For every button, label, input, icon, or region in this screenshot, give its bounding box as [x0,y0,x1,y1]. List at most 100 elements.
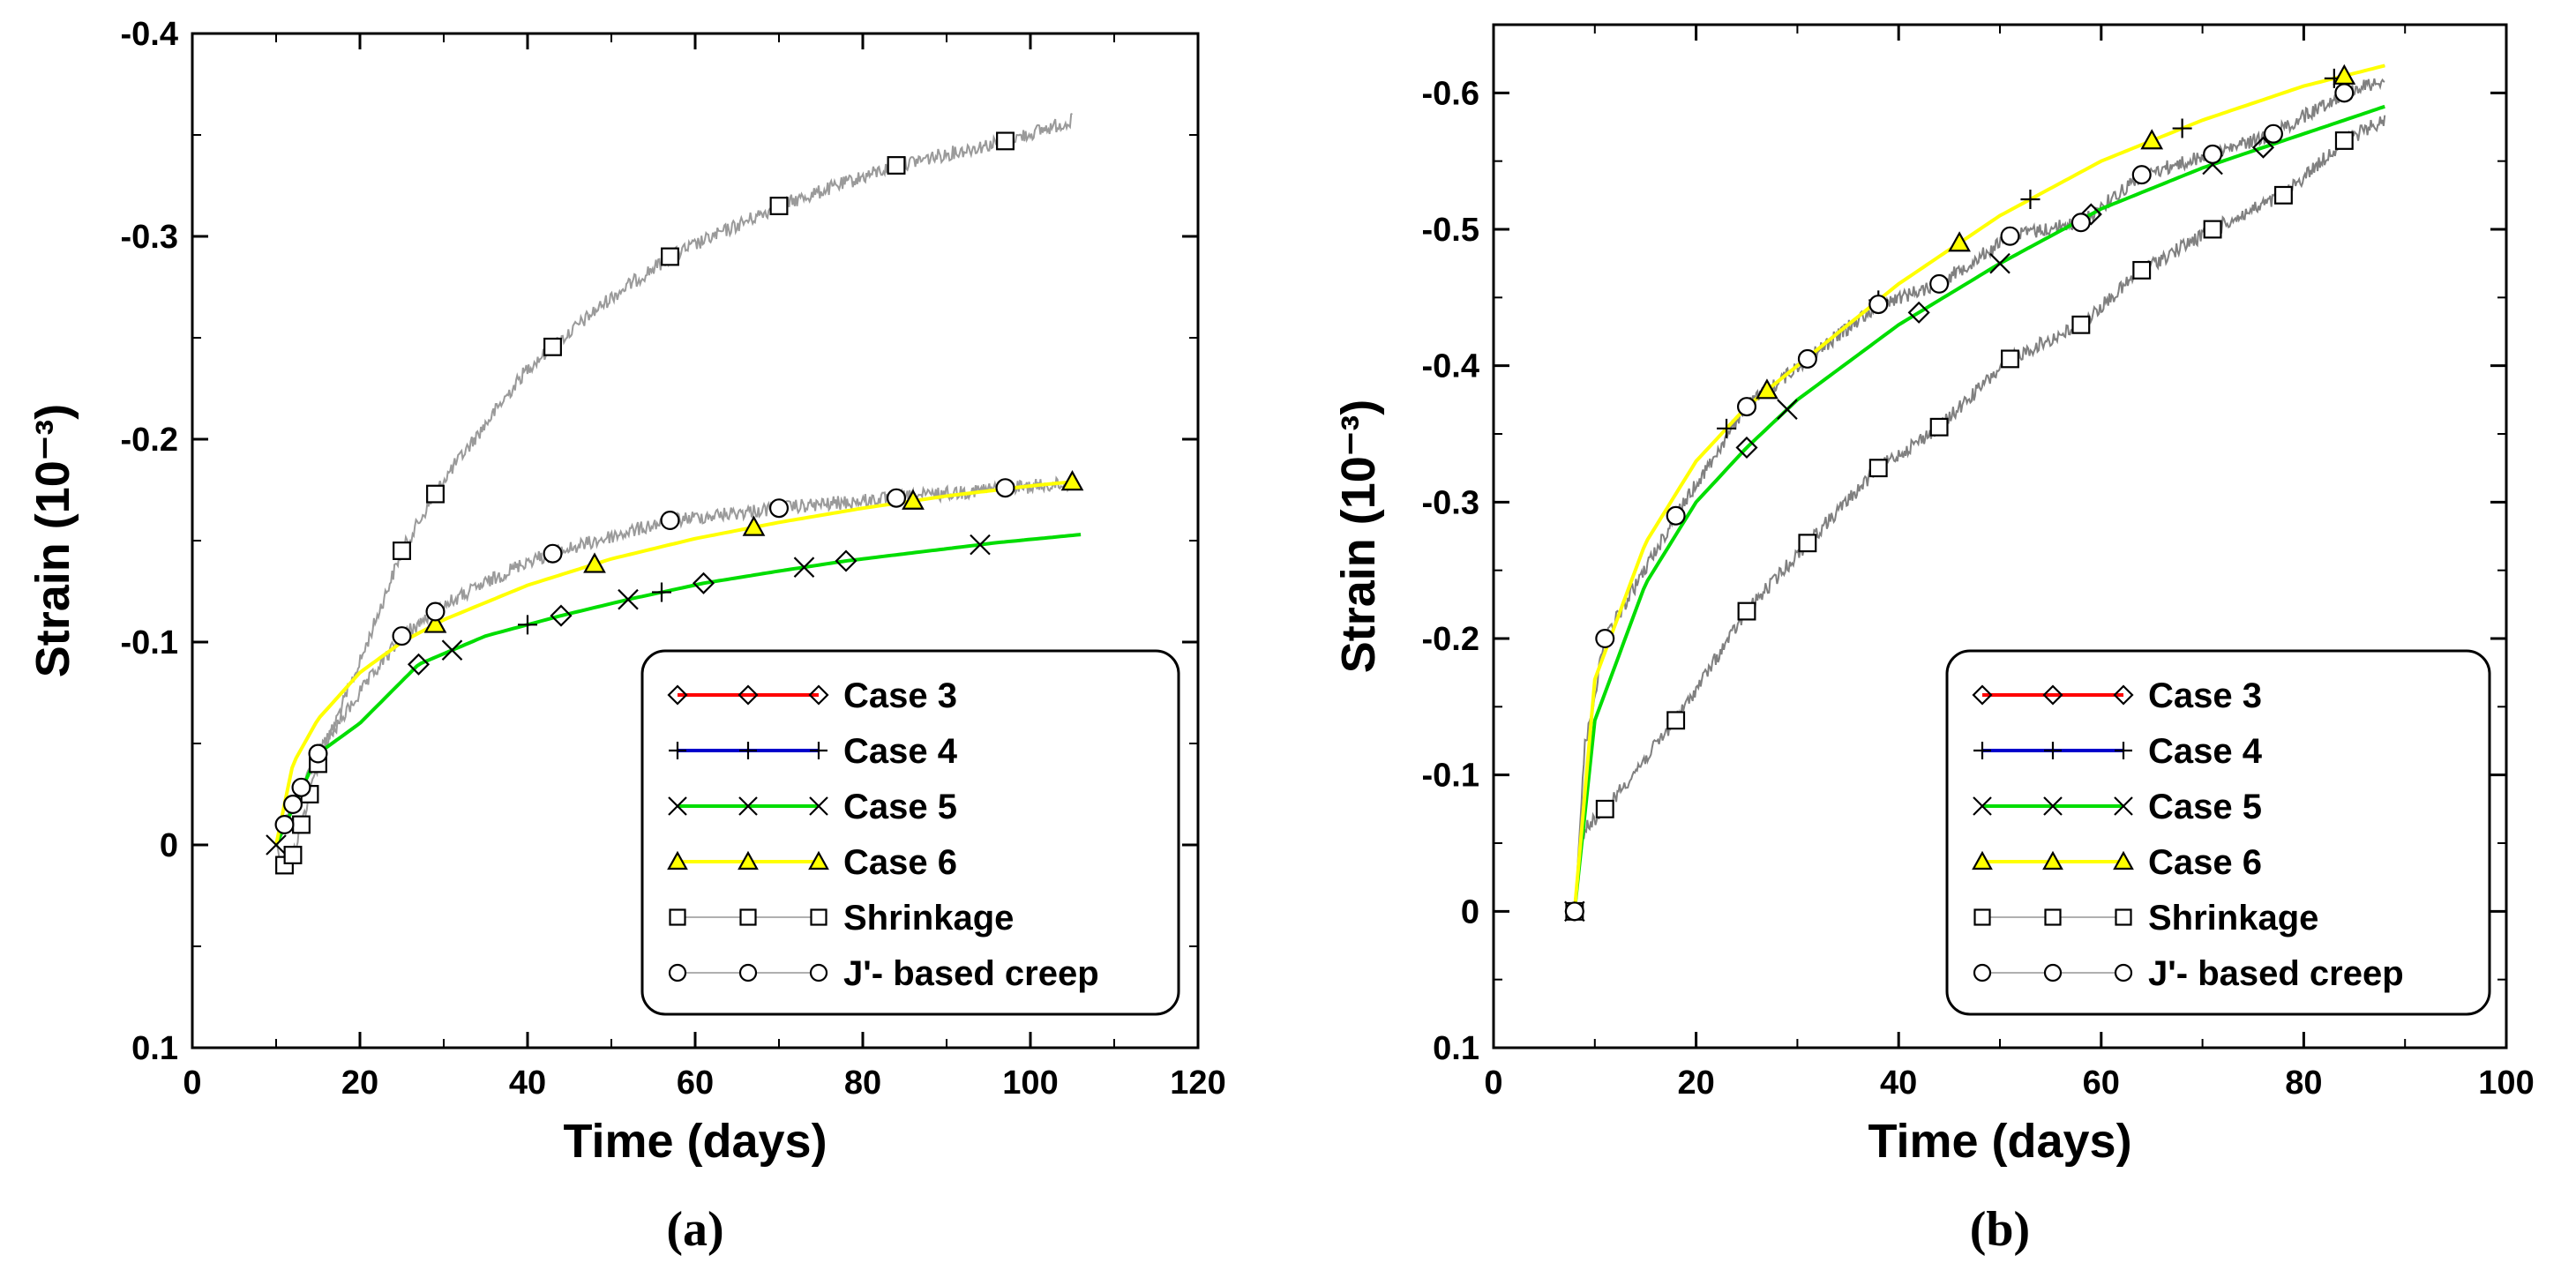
data-point [1868,459,1888,478]
x-tick-label: 0 [1484,1065,1502,1102]
legend-label: Shrinkage [843,899,1014,938]
data-point [423,612,447,633]
chart-a: 0 20 40 60 80 100 120-0.4-0.3-0.2-0.100.1Time … [26,16,1226,1257]
data-point [742,515,766,536]
legend-marker [738,684,759,706]
x-tick-label: 0 [183,1065,201,1102]
legend-label: Case 4 [843,732,958,771]
series-case-5 [274,533,1082,846]
legend-marker [810,742,827,759]
data-point [2140,129,2164,150]
data-point [2020,189,2041,209]
markers-case-6 [423,470,1084,633]
markers-case-5 [266,534,991,855]
data-point [1737,601,1756,621]
data-point [1907,301,1930,324]
data-point [1929,417,1949,437]
data-point [1756,378,1778,400]
legend-label: J'- based creep [843,954,1099,993]
data-point [2071,213,2091,233]
markers-j-based-creep [274,478,1015,834]
legend-marker [738,850,759,870]
data-point [1564,901,1584,922]
y-tick-label: -0.3 [121,219,178,256]
data-point [2203,220,2222,239]
y-axis-label: Strain (10⁻³) [1332,400,1385,674]
data-point [902,489,925,510]
x-tick-label: 120 [1170,1065,1225,1102]
legend-marker [2042,850,2063,870]
legend-marker [2115,742,2132,759]
legend-marker [2042,684,2063,706]
legend-marker [809,963,828,982]
series-line [1572,104,2385,912]
legend-marker [668,796,687,816]
data-point [1798,534,1817,553]
data-point [996,131,1015,151]
y-tick-label: -0.4 [1422,348,1479,385]
data-point [543,543,563,564]
data-point [769,197,789,215]
data-point [661,247,679,266]
data-point [2000,226,2020,246]
data-point [768,498,789,519]
legend-marker [738,963,758,982]
markers-case-3 [407,549,857,676]
data-point [266,834,287,855]
legend-marker [667,684,688,706]
legend-label: Case 6 [843,843,957,882]
data-point [2131,165,2152,185]
data-point [543,337,562,356]
plot-area [1564,64,2386,923]
data-point [1777,399,1798,420]
legend-marker [2044,908,2062,926]
legend-item: J'- based creep [668,954,1099,993]
data-point [2334,131,2354,150]
markers-case-3 [1735,136,2275,459]
legend-marker [2113,684,2134,706]
legend-label: Case 6 [2148,843,2262,882]
data-point [407,653,431,676]
y-tick-label: 0 [1461,893,1479,930]
data-point [1929,273,1950,294]
chart-b: 0 20 40 60 80 100-0.6-0.5-0.4-0.3-0.2-0.100.1… [1332,23,2535,1257]
data-point [1666,505,1686,526]
legend-item: Case 3 [1972,676,2262,715]
legend-marker [739,742,757,759]
legend-box [640,649,1180,1016]
data-point [291,777,311,797]
data-point [393,542,411,560]
data-point [283,846,303,864]
legend-marker [2043,963,2063,982]
x-tick-label: 20 [341,1065,378,1102]
series-j-based-creep [1573,78,2385,913]
y-tick-label: 0.1 [131,1030,178,1067]
data-point [793,557,815,578]
x-tick-label: 80 [844,1065,881,1102]
series-line [274,533,1082,846]
legend-marker [1973,908,1991,926]
data-point [995,478,1015,498]
panel-label: (a) [666,1202,723,1257]
x-tick-label: 40 [509,1065,546,1102]
data-point [283,794,303,814]
x-tick-label: 40 [1880,1065,1917,1102]
data-point [2071,315,2091,334]
data-point [1666,711,1686,730]
legend-label: Case 3 [2148,676,2262,715]
data-point [2132,260,2152,280]
legend-marker [739,908,757,926]
y-tick-label: -0.4 [121,16,178,53]
legend-item: J'- based creep [1973,954,2404,993]
legend-marker [1972,850,1993,870]
x-tick-label: 80 [2285,1065,2322,1102]
data-point [550,604,573,627]
legend-marker [738,796,758,816]
data-point [660,510,680,530]
data-point [2251,136,2275,159]
legend-marker [808,684,829,706]
x-tick-label: 20 [1677,1065,1714,1102]
data-point [886,488,906,508]
data-point [2263,123,2283,144]
data-point [835,549,857,572]
